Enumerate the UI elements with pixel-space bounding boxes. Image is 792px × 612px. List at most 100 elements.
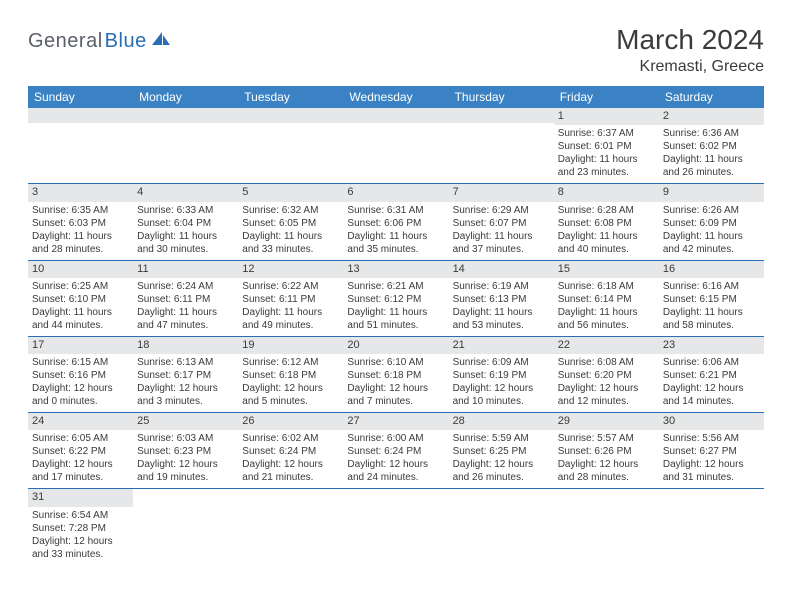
daylight-text: and 5 minutes.	[242, 395, 339, 408]
calendar-day-cell: 22Sunrise: 6:08 AMSunset: 6:20 PMDayligh…	[554, 336, 659, 412]
daylight-text: and 33 minutes.	[32, 548, 129, 561]
daynum-strip: 14	[449, 261, 554, 278]
sunrise-text: Sunrise: 6:26 AM	[663, 204, 760, 217]
daynum-strip: 30	[659, 413, 764, 430]
sunrise-text: Sunrise: 6:28 AM	[558, 204, 655, 217]
day-number: 14	[453, 262, 550, 276]
sunset-text: Sunset: 7:28 PM	[32, 522, 129, 535]
calendar-day-cell: 15Sunrise: 6:18 AMSunset: 6:14 PMDayligh…	[554, 260, 659, 336]
calendar-empty-cell	[238, 489, 343, 565]
daylight-text: Daylight: 12 hours	[347, 458, 444, 471]
calendar-day-cell: 16Sunrise: 6:16 AMSunset: 6:15 PMDayligh…	[659, 260, 764, 336]
weekday-header: Wednesday	[343, 86, 448, 108]
daynum-strip: 22	[554, 337, 659, 354]
sunset-text: Sunset: 6:18 PM	[242, 369, 339, 382]
calendar-day-cell: 8Sunrise: 6:28 AMSunset: 6:08 PMDaylight…	[554, 184, 659, 260]
daylight-text: Daylight: 12 hours	[242, 382, 339, 395]
daylight-text: Daylight: 11 hours	[137, 230, 234, 243]
calendar-day-cell: 6Sunrise: 6:31 AMSunset: 6:06 PMDaylight…	[343, 184, 448, 260]
sunset-text: Sunset: 6:11 PM	[242, 293, 339, 306]
sunrise-text: Sunrise: 6:32 AM	[242, 204, 339, 217]
daynum-strip: 26	[238, 413, 343, 430]
daylight-text: and 24 minutes.	[347, 471, 444, 484]
sunset-text: Sunset: 6:02 PM	[663, 140, 760, 153]
sunset-text: Sunset: 6:23 PM	[137, 445, 234, 458]
sunrise-text: Sunrise: 6:29 AM	[453, 204, 550, 217]
calendar-day-cell: 18Sunrise: 6:13 AMSunset: 6:17 PMDayligh…	[133, 336, 238, 412]
day-number: 13	[347, 262, 444, 276]
weekday-header: Thursday	[449, 86, 554, 108]
calendar-day-cell: 27Sunrise: 6:00 AMSunset: 6:24 PMDayligh…	[343, 413, 448, 489]
calendar-day-cell: 3Sunrise: 6:35 AMSunset: 6:03 PMDaylight…	[28, 184, 133, 260]
daylight-text: and 53 minutes.	[453, 319, 550, 332]
daylight-text: and 37 minutes.	[453, 243, 550, 256]
calendar-empty-cell	[343, 489, 448, 565]
sunset-text: Sunset: 6:04 PM	[137, 217, 234, 230]
daynum-strip: 9	[659, 184, 764, 201]
daynum-strip: 6	[343, 184, 448, 201]
daynum-strip: 8	[554, 184, 659, 201]
sunrise-text: Sunrise: 6:08 AM	[558, 356, 655, 369]
month-title: March 2024	[616, 24, 764, 56]
daylight-text: Daylight: 12 hours	[32, 535, 129, 548]
day-number: 25	[137, 414, 234, 428]
day-number: 5	[242, 185, 339, 199]
sunrise-text: Sunrise: 6:21 AM	[347, 280, 444, 293]
daynum-strip: 7	[449, 184, 554, 201]
day-number: 31	[32, 490, 129, 504]
daylight-text: and 17 minutes.	[32, 471, 129, 484]
location-label: Kremasti, Greece	[616, 58, 764, 76]
daynum-strip: 12	[238, 261, 343, 278]
sunrise-text: Sunrise: 5:59 AM	[453, 432, 550, 445]
day-number: 21	[453, 338, 550, 352]
daynum-strip: 23	[659, 337, 764, 354]
calendar-day-cell: 26Sunrise: 6:02 AMSunset: 6:24 PMDayligh…	[238, 413, 343, 489]
daynum-strip: 24	[28, 413, 133, 430]
calendar-day-cell: 7Sunrise: 6:29 AMSunset: 6:07 PMDaylight…	[449, 184, 554, 260]
daylight-text: and 51 minutes.	[347, 319, 444, 332]
daylight-text: Daylight: 11 hours	[558, 153, 655, 166]
daylight-text: and 21 minutes.	[242, 471, 339, 484]
daylight-text: and 14 minutes.	[663, 395, 760, 408]
day-number: 3	[32, 185, 129, 199]
sunrise-text: Sunrise: 6:36 AM	[663, 127, 760, 140]
calendar-week-row: 1Sunrise: 6:37 AMSunset: 6:01 PMDaylight…	[28, 108, 764, 184]
sunset-text: Sunset: 6:13 PM	[453, 293, 550, 306]
daynum-strip-empty	[238, 108, 343, 123]
daylight-text: Daylight: 12 hours	[242, 458, 339, 471]
sunset-text: Sunset: 6:14 PM	[558, 293, 655, 306]
calendar-day-cell: 13Sunrise: 6:21 AMSunset: 6:12 PMDayligh…	[343, 260, 448, 336]
daylight-text: Daylight: 12 hours	[663, 382, 760, 395]
daynum-strip: 29	[554, 413, 659, 430]
calendar-day-cell: 2Sunrise: 6:36 AMSunset: 6:02 PMDaylight…	[659, 108, 764, 184]
weekday-header: Friday	[554, 86, 659, 108]
sunrise-text: Sunrise: 6:10 AM	[347, 356, 444, 369]
calendar-day-cell: 29Sunrise: 5:57 AMSunset: 6:26 PMDayligh…	[554, 413, 659, 489]
calendar-day-cell: 11Sunrise: 6:24 AMSunset: 6:11 PMDayligh…	[133, 260, 238, 336]
sunset-text: Sunset: 6:18 PM	[347, 369, 444, 382]
daynum-strip: 1	[554, 108, 659, 125]
weekday-header: Tuesday	[238, 86, 343, 108]
daynum-strip: 2	[659, 108, 764, 125]
sunrise-text: Sunrise: 6:25 AM	[32, 280, 129, 293]
daylight-text: and 44 minutes.	[32, 319, 129, 332]
calendar-day-cell: 31 Sunrise: 6:54 AMSunset: 7:28 PMDayligh…	[28, 489, 133, 565]
sunrise-text: Sunrise: 6:16 AM	[663, 280, 760, 293]
calendar-day-cell: 25Sunrise: 6:03 AMSunset: 6:23 PMDayligh…	[133, 413, 238, 489]
sunset-text: Sunset: 6:01 PM	[558, 140, 655, 153]
calendar-week-row: 3Sunrise: 6:35 AMSunset: 6:03 PMDaylight…	[28, 184, 764, 260]
daylight-text: Daylight: 12 hours	[32, 382, 129, 395]
sail-icon	[150, 30, 172, 53]
sunrise-text: Sunrise: 6:54 AM	[32, 509, 129, 522]
sunrise-text: Sunrise: 5:57 AM	[558, 432, 655, 445]
day-number: 9	[663, 185, 760, 199]
daylight-text: and 23 minutes.	[558, 166, 655, 179]
sunrise-text: Sunrise: 6:02 AM	[242, 432, 339, 445]
calendar-day-cell: 1Sunrise: 6:37 AMSunset: 6:01 PMDaylight…	[554, 108, 659, 184]
daynum-strip: 13	[343, 261, 448, 278]
day-number: 15	[558, 262, 655, 276]
calendar-day-cell: 19Sunrise: 6:12 AMSunset: 6:18 PMDayligh…	[238, 336, 343, 412]
daynum-strip: 28	[449, 413, 554, 430]
daynum-strip: 3	[28, 184, 133, 201]
day-number: 27	[347, 414, 444, 428]
